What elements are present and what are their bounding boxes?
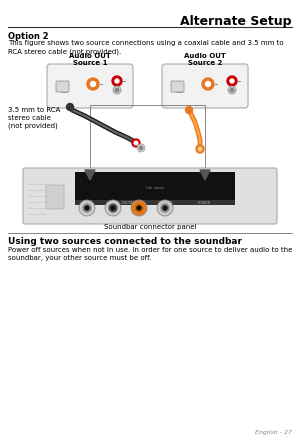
Text: 3.5 mm to RCA
stereo cable
(not provided): 3.5 mm to RCA stereo cable (not provided… (8, 107, 60, 128)
FancyBboxPatch shape (171, 81, 184, 92)
Circle shape (185, 106, 193, 114)
FancyBboxPatch shape (162, 64, 248, 108)
Text: Audio OUT
Source 2: Audio OUT Source 2 (184, 52, 226, 66)
Circle shape (115, 79, 119, 83)
Circle shape (137, 206, 141, 210)
Bar (75, 200, 235, 205)
Polygon shape (200, 170, 210, 180)
Circle shape (135, 204, 143, 212)
Text: Soundbar connector panel: Soundbar connector panel (104, 224, 196, 230)
Circle shape (196, 145, 204, 153)
Text: Using two sources connected to the soundbar: Using two sources connected to the sound… (8, 237, 242, 246)
Circle shape (83, 204, 91, 212)
Circle shape (109, 204, 117, 212)
Bar (75, 172, 235, 200)
Circle shape (139, 146, 143, 150)
FancyBboxPatch shape (56, 81, 69, 92)
Circle shape (67, 103, 73, 110)
Circle shape (79, 200, 95, 216)
FancyBboxPatch shape (23, 168, 277, 224)
Circle shape (111, 206, 115, 210)
Text: POWER: POWER (197, 201, 211, 205)
Circle shape (85, 206, 89, 210)
Circle shape (105, 200, 121, 216)
Circle shape (113, 86, 121, 94)
Circle shape (230, 79, 234, 83)
Text: This figure shows two source connections using a coaxial cable and 3.5 mm to
RCA: This figure shows two source connections… (8, 40, 284, 55)
Text: SOURCE: SOURCE (159, 201, 173, 205)
Circle shape (230, 88, 234, 92)
Text: Audio OUT
Source 1: Audio OUT Source 1 (69, 52, 111, 66)
Text: Power off sources when not in use. In order for one source to deliver audio to t: Power off sources when not in use. In or… (8, 247, 292, 261)
Circle shape (202, 78, 214, 90)
Circle shape (228, 86, 236, 94)
Circle shape (134, 141, 138, 145)
Text: English - 27: English - 27 (255, 430, 292, 435)
Circle shape (87, 78, 99, 90)
Circle shape (161, 204, 169, 212)
FancyBboxPatch shape (46, 185, 64, 209)
Circle shape (132, 139, 140, 147)
Text: file input: file input (146, 186, 164, 190)
Text: DIGITAL: DIGITAL (121, 201, 135, 205)
Circle shape (163, 206, 167, 210)
Circle shape (206, 81, 211, 87)
Circle shape (91, 81, 95, 87)
Text: Alternate Setup: Alternate Setup (181, 15, 292, 28)
Circle shape (198, 147, 202, 151)
Circle shape (131, 200, 147, 216)
Circle shape (157, 200, 173, 216)
Text: AUX: AUX (86, 201, 94, 205)
FancyBboxPatch shape (47, 64, 133, 108)
Text: Option 2: Option 2 (8, 32, 49, 41)
Polygon shape (85, 170, 95, 180)
Circle shape (112, 76, 122, 86)
Circle shape (115, 88, 119, 92)
Circle shape (227, 76, 237, 86)
Circle shape (137, 144, 145, 152)
